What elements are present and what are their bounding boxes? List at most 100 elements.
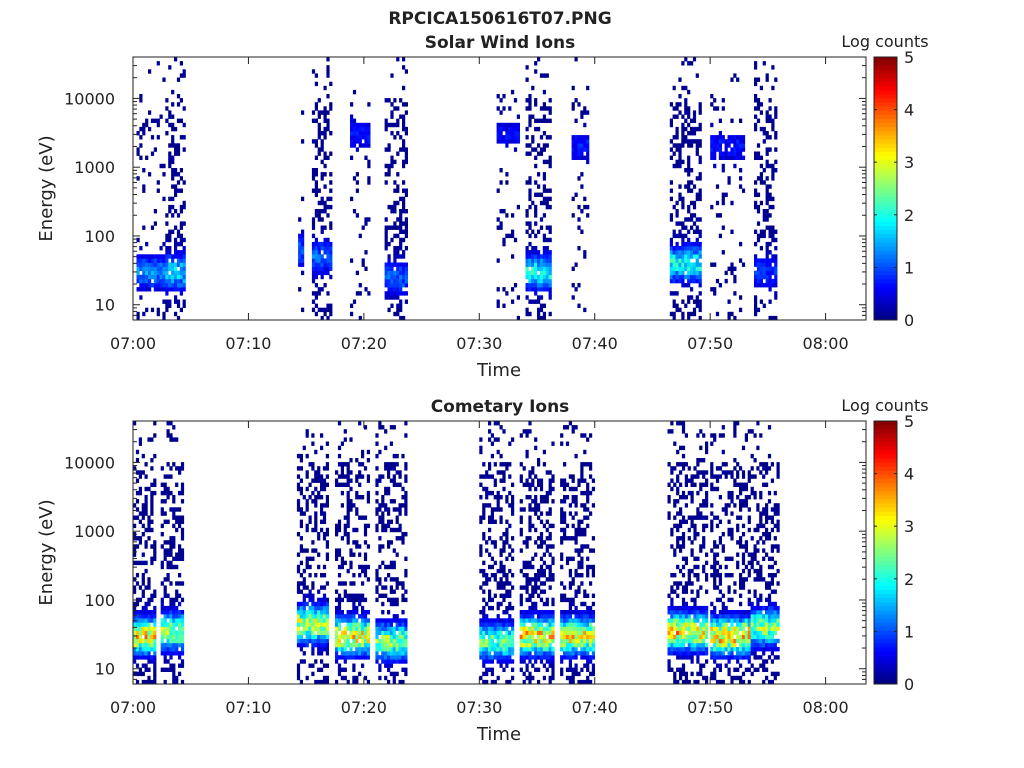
spectrogram-cell: [759, 163, 763, 169]
spectrogram-cell: [335, 614, 339, 619]
spectrogram-cell: [545, 135, 549, 140]
spectrogram-cell: [508, 593, 512, 598]
spectrogram-cell: [583, 433, 587, 438]
spectrogram-cell: [591, 667, 595, 672]
spectrogram-cell: [335, 679, 339, 685]
spectrogram-cell: [317, 270, 321, 276]
spectrogram-cell: [534, 577, 538, 582]
spectrogram-cell: [505, 573, 509, 578]
spectrogram-cell: [583, 638, 587, 644]
spectrogram-cell: [586, 213, 590, 218]
spectrogram-cell: [133, 503, 137, 508]
spectrogram-cell: [771, 254, 775, 259]
spectrogram-cell: [586, 159, 590, 165]
spectrogram-cell: [560, 519, 564, 524]
spectrogram-cell: [490, 474, 494, 479]
spectrogram-cell: [684, 651, 688, 656]
spectrogram-cell: [511, 618, 515, 623]
spectrogram-cell: [539, 564, 544, 570]
spectrogram-cell: [684, 478, 688, 483]
spectrogram-cell: [314, 270, 318, 276]
spectrogram-cell: [534, 180, 538, 185]
spectrogram-cell: [323, 209, 327, 214]
spectrogram-cell: [696, 651, 700, 656]
spectrogram-cell: [542, 449, 546, 455]
spectrogram-cell: [589, 610, 593, 615]
spectrogram-cell: [687, 655, 691, 660]
spectrogram-cell: [676, 642, 680, 648]
spectrogram-cell: [678, 151, 682, 156]
spectrogram-cell: [174, 287, 178, 292]
spectrogram-cell: [396, 172, 400, 177]
spectrogram-cell: [687, 254, 691, 259]
spectrogram-cell: [563, 462, 567, 467]
spectrogram-cell: [695, 237, 699, 243]
spectrogram-cell: [710, 511, 714, 516]
spectrogram-cell: [508, 581, 512, 586]
spectrogram-cell: [179, 209, 183, 214]
spectrogram-cell: [681, 589, 686, 594]
spectrogram-cell: [531, 299, 535, 304]
spectrogram-cell: [583, 527, 587, 533]
spectrogram-cell: [343, 437, 347, 442]
spectrogram-cell: [393, 246, 397, 251]
spectrogram-cell: [325, 556, 329, 561]
spectrogram-cell: [542, 274, 546, 280]
spectrogram-cell: [528, 630, 532, 635]
spectrogram-cell: [174, 143, 178, 148]
spectrogram-cell: [690, 274, 694, 280]
spectrogram-cell: [366, 618, 370, 623]
spectrogram-cell: [718, 655, 722, 660]
spectrogram-cell: [168, 250, 172, 255]
spectrogram-cell: [771, 65, 775, 70]
spectrogram-cell: [537, 478, 541, 483]
spectrogram-cell: [574, 655, 578, 660]
spectrogram-cell: [384, 564, 388, 570]
spectrogram-cell: [496, 225, 500, 230]
spectrogram-cell: [396, 151, 400, 156]
spectrogram-cell: [560, 614, 564, 619]
spectrogram-cell: [375, 441, 379, 446]
spectrogram-cell: [488, 503, 492, 508]
spectrogram-cell: [681, 299, 685, 304]
spectrogram-cell: [505, 291, 509, 296]
spectrogram-cell: [166, 638, 170, 644]
spectrogram-cell: [496, 470, 500, 475]
spectrogram-cell: [311, 585, 315, 590]
spectrogram-cell: [166, 659, 170, 664]
spectrogram-cell: [172, 630, 176, 635]
spectrogram-cell: [670, 605, 674, 611]
spectrogram-cell: [687, 184, 691, 189]
spectrogram-cell: [160, 511, 164, 516]
spectrogram-cell: [375, 507, 379, 512]
spectrogram-cell: [684, 634, 688, 640]
spectrogram-cell: [713, 651, 717, 656]
spectrogram-cell: [678, 155, 682, 160]
spectrogram-cell: [528, 102, 532, 107]
spectrogram-cell: [343, 560, 347, 566]
spectrogram-cell: [670, 585, 674, 590]
spectrogram-cell: [730, 262, 734, 267]
spectrogram-cell: [754, 311, 758, 317]
spectrogram-cell: [577, 482, 581, 487]
spectrogram-cell: [326, 237, 330, 243]
spectrogram-cell: [311, 671, 315, 677]
spectrogram-cell: [361, 634, 365, 640]
spectrogram-cell: [482, 651, 486, 656]
spectrogram-cell: [340, 647, 344, 652]
spectrogram-cell: [563, 593, 567, 598]
spectrogram-cell: [175, 527, 179, 533]
spectrogram-cell: [349, 630, 353, 635]
spectrogram-cell: [135, 647, 140, 652]
spectrogram-cell: [299, 642, 303, 648]
spectrogram-cell: [335, 556, 339, 561]
spectrogram-cell: [174, 237, 178, 243]
spectrogram-cell: [522, 638, 526, 644]
spectrogram-cell: [690, 495, 694, 500]
spectrogram-cell: [343, 638, 347, 644]
spectrogram-cell: [482, 630, 486, 635]
spectrogram-cell: [153, 638, 157, 644]
spectrogram-cell: [358, 593, 362, 598]
spectrogram-cell: [502, 106, 506, 111]
spectrogram-cell: [537, 679, 541, 685]
